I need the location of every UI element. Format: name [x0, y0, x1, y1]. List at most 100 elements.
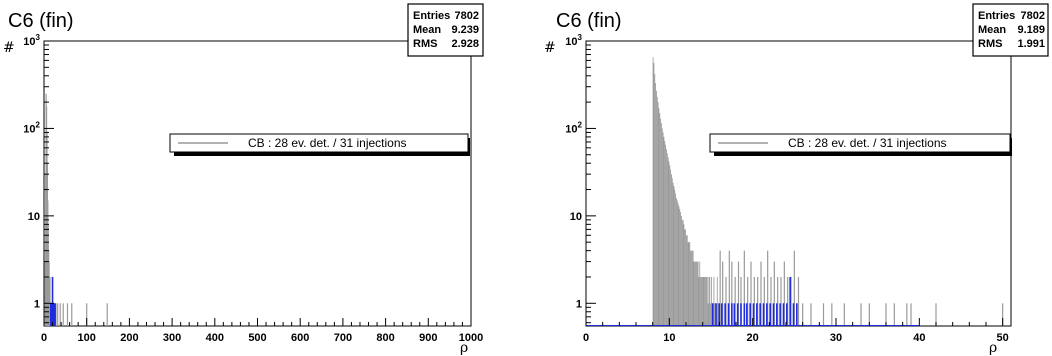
x-tick-label: 400: [206, 332, 224, 344]
x-tick-label: 700: [334, 332, 352, 344]
stat-rms-label: RMS: [978, 38, 1002, 50]
x-tick-label: 200: [120, 332, 138, 344]
histogram-bin: [672, 182, 674, 326]
histogram-bin: [680, 212, 681, 326]
histogram-bin: [706, 276, 707, 326]
histogram-bin: [696, 261, 698, 326]
histogram-bin: [700, 276, 701, 326]
histogram-bin: [691, 250, 692, 326]
y-tick-label: 103: [23, 33, 40, 48]
x-tick-label: 50: [997, 332, 1009, 344]
stats-box: Entries 7802 Mean 9.239 RMS 2.928: [407, 3, 484, 57]
histogram-bin: [687, 242, 689, 326]
histogram-bin: [677, 203, 679, 326]
histogram-bin: [683, 224, 685, 326]
histogram-bin: [688, 242, 690, 326]
histogram-bin: [665, 144, 666, 326]
histogram-bin: [689, 242, 691, 326]
histogram-bin: [691, 250, 693, 326]
histogram-bin: [653, 63, 655, 326]
legend-box: CB : 28 ev. det. / 31 injections: [169, 133, 470, 156]
histogram-bin: [675, 193, 676, 326]
y-axis-ticks: 1 10 102 103: [23, 33, 54, 324]
histogram-bin: [693, 261, 695, 326]
histogram-bin: [679, 208, 681, 326]
histogram-panel-right: C6 (fin) 0 10 20 30 40 50 1 10 102 103 # ρ Entri…: [544, 3, 1049, 356]
stat-entries-value: 7802: [1021, 10, 1045, 22]
x-axis-ticks: 0 100 200 300 400 500 600 700 800 900 1000: [41, 318, 483, 344]
x-axis-ticks: 0 10 20 30 40 50: [583, 318, 1009, 344]
histogram-bin: [667, 157, 669, 326]
stats-box-frame: [972, 3, 1049, 57]
histogram-bin: [671, 178, 673, 326]
histogram-bin: [695, 261, 696, 326]
blue-series: [50, 276, 56, 326]
y-tick-label: 102: [565, 120, 582, 135]
stat-entries-label: Entries: [978, 10, 1015, 22]
stat-rms-value: 1.991: [1017, 38, 1045, 50]
histogram-bin: [686, 235, 688, 326]
histogram-bin: [701, 276, 702, 326]
histogram-bin: [673, 185, 675, 326]
histogram-bin: [716, 276, 718, 326]
histogram-bin: [661, 123, 662, 327]
histogram-bin: [704, 276, 706, 326]
y-tick-label: 102: [23, 120, 40, 135]
x-tick-label: 10: [663, 332, 675, 344]
histogram-panel-left: C6 (fin) 0 100 200 300 400 500 600 700 800 900 100…: [3, 3, 484, 356]
histogram-bin: [717, 303, 719, 326]
histogram-bin: [655, 83, 656, 326]
legend-frame: [709, 133, 1011, 153]
histogram-bin: [685, 229, 686, 326]
y-tick-label: 10: [28, 211, 40, 223]
histogram-bin: [666, 153, 668, 326]
legend-box: CB : 28 ev. det. / 31 injections: [709, 133, 1012, 156]
histogram-bin: [661, 128, 663, 326]
y-tick-label: 1: [34, 298, 40, 310]
x-tick-label: 0: [41, 332, 47, 344]
histogram-bin: [678, 205, 680, 326]
x-tick-label: 30: [830, 332, 842, 344]
legend-label: CB : 28 ev. det. / 31 injections: [788, 136, 947, 150]
histogram-bin: [702, 276, 704, 326]
histogram-bin: [658, 108, 660, 327]
histogram-bin: [659, 113, 661, 327]
histogram-bin: [674, 189, 676, 326]
legend-frame: [169, 133, 469, 153]
plot-frame: [43, 40, 472, 327]
x-axis-title: ρ: [989, 340, 997, 356]
histogram-bin: [676, 200, 678, 326]
x-tick-label: 0: [583, 332, 589, 344]
stat-mean-value: 9.189: [1017, 24, 1045, 36]
y-axis-title: #: [544, 40, 556, 56]
histogram-bin: [663, 136, 665, 326]
histogram-bin: [656, 90, 657, 327]
histogram-bin: [671, 174, 672, 326]
stats-box-frame: [407, 3, 484, 57]
histogram-bin: [703, 276, 705, 326]
histogram-bin: [709, 276, 711, 326]
histogram-bin: [682, 219, 684, 326]
histogram-bin: [656, 96, 658, 326]
x-tick-label: 500: [248, 332, 266, 344]
histogram-bin: [662, 132, 664, 326]
histogram-bin: [664, 140, 666, 326]
stat-mean-label: Mean: [978, 24, 1006, 36]
x-axis-title: ρ: [460, 340, 468, 356]
histogram-bin: [707, 303, 709, 326]
y-tick-label: 103: [565, 33, 582, 48]
histogram-bin: [681, 219, 683, 326]
x-tick-label: 1000: [459, 332, 483, 344]
histogram-bin: [684, 229, 686, 326]
histogram-bin: [711, 276, 712, 326]
histogram-bin: [669, 165, 671, 326]
histogram-bin: [698, 276, 700, 326]
stat-rms-value: 2.928: [451, 38, 479, 50]
stat-entries-label: Entries: [413, 10, 450, 22]
histogram-bin: [697, 261, 699, 326]
x-tick-label: 40: [913, 332, 925, 344]
histogram-bin: [706, 276, 708, 326]
x-tick-label: 900: [419, 332, 437, 344]
histogram-bin: [696, 261, 697, 326]
